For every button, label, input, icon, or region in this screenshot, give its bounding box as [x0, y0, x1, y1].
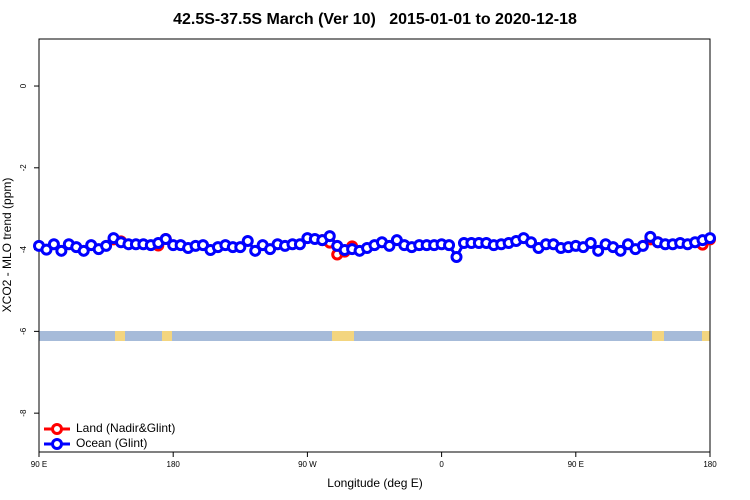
point — [450, 250, 463, 263]
y-tick-label: -6 — [19, 327, 28, 335]
point — [293, 238, 306, 251]
legend-marker — [51, 438, 63, 450]
x-tick-label: 180 — [703, 460, 717, 469]
x-axis-label: Longitude (deg E) — [327, 476, 422, 490]
point — [525, 236, 538, 249]
point — [614, 244, 627, 257]
y-tick-label: -4 — [19, 245, 28, 253]
chart-title: 42.5S-37.5S March (Ver 10) 2015-01-01 to… — [173, 11, 577, 28]
x-tick-label: 90 E — [568, 460, 584, 469]
point — [241, 235, 254, 248]
surface-band — [39, 331, 710, 341]
y-tick-label: -8 — [19, 409, 28, 417]
point — [584, 237, 597, 250]
legend-marker — [51, 423, 63, 435]
x-tick-label: 180 — [167, 460, 181, 469]
point — [234, 241, 247, 254]
point — [47, 238, 60, 251]
point — [40, 243, 53, 256]
point — [323, 230, 336, 243]
x-tick-label: 90 W — [298, 460, 317, 469]
point — [55, 244, 68, 257]
legend-label: Land (Nadir&Glint) — [76, 421, 175, 435]
y-tick-label: -2 — [19, 164, 28, 172]
point — [383, 239, 396, 252]
x-tick-label: 90 E — [31, 460, 47, 469]
point — [644, 230, 657, 243]
point — [636, 239, 649, 252]
legend-label: Ocean (Glint) — [76, 436, 147, 450]
y-axis-label: XCO2 - MLO trend (ppm) — [0, 178, 14, 313]
point — [77, 244, 90, 257]
point — [704, 232, 716, 245]
point — [443, 239, 456, 252]
point — [159, 232, 172, 245]
point — [249, 244, 262, 257]
y-tick-label: 0 — [19, 83, 28, 88]
point — [100, 239, 113, 252]
legend: Land (Nadir&Glint)Ocean (Glint) — [44, 421, 175, 450]
point — [592, 244, 605, 257]
x-tick-label: 0 — [439, 460, 444, 469]
